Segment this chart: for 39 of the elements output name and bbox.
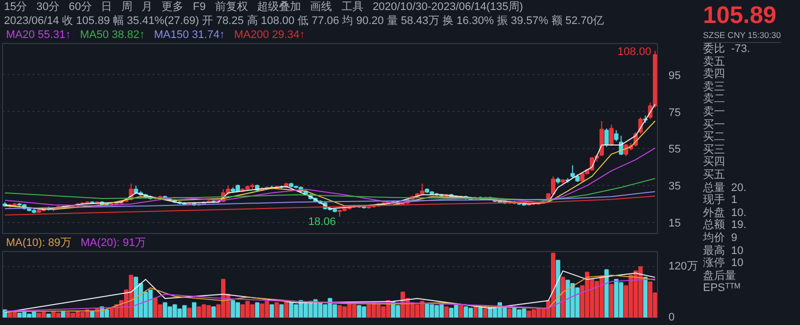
text: 买二 — [703, 131, 726, 144]
text: 现手 1 — [703, 194, 738, 207]
text: MA50 38.82↑ — [80, 29, 145, 41]
text: 总量 20. — [703, 182, 748, 194]
text: MA200 29.34↑ — [234, 29, 306, 41]
chart-subtitle: 2023/06/14 收 105.89 幅 35.41%(27.69) 开 78.25 高 108.00 低 77.06 均 90.20 量 58.43万 换 16.30% 振 39.57% 额 52.70亿 — [4, 15, 605, 28]
y-tick-label: 55 — [668, 144, 681, 156]
text: EPSᵀᵀᴹ — [703, 282, 742, 295]
text: MA(10): 89万 — [6, 237, 72, 249]
y-tick-label: 35 — [668, 180, 681, 193]
text: 卖三 — [703, 80, 726, 93]
text: 总额 19. — [703, 219, 748, 232]
y-tick-label: 95 — [668, 70, 681, 82]
text: 最高 10 — [703, 244, 744, 257]
text: 盘后量 — [703, 270, 737, 282]
text: 买五 — [703, 168, 726, 182]
y-tick-label: 0 — [668, 312, 675, 324]
text: 外盘 10. — [703, 206, 748, 219]
y-tick-label: 75 — [668, 106, 681, 119]
text: 卖二 — [703, 93, 726, 106]
text: 卖四 — [703, 68, 726, 81]
text: 105.89 — [703, 2, 778, 29]
text: SZSE CNY 15:30:30 — [703, 29, 781, 43]
y-tick-label: 120万 — [668, 260, 698, 273]
y-tick-label: 15 — [668, 217, 681, 230]
text: MA(20): 91万 — [80, 237, 146, 249]
annotation: 108.00 — [618, 46, 652, 58]
text: 涨停 10 — [703, 257, 744, 270]
text: 15分 30分 60分 日 周 月 更多 F9 前复权 超级叠加 画线 工具 2020/10/30-2023/06/14(135周) — [4, 1, 524, 13]
text: 委比 -73. — [703, 43, 752, 56]
text: 卖五 — [703, 56, 726, 68]
text: MA150 31.74↑ — [154, 29, 225, 41]
text: 买三 — [703, 144, 726, 156]
text: 均价 9 — [703, 232, 738, 244]
annotation: 18.06 — [308, 216, 336, 228]
text: MA20 55.31↑ — [6, 29, 71, 41]
text: 买四 — [703, 156, 726, 169]
text: 卖一 — [703, 106, 726, 119]
text: 买一 — [703, 118, 726, 131]
